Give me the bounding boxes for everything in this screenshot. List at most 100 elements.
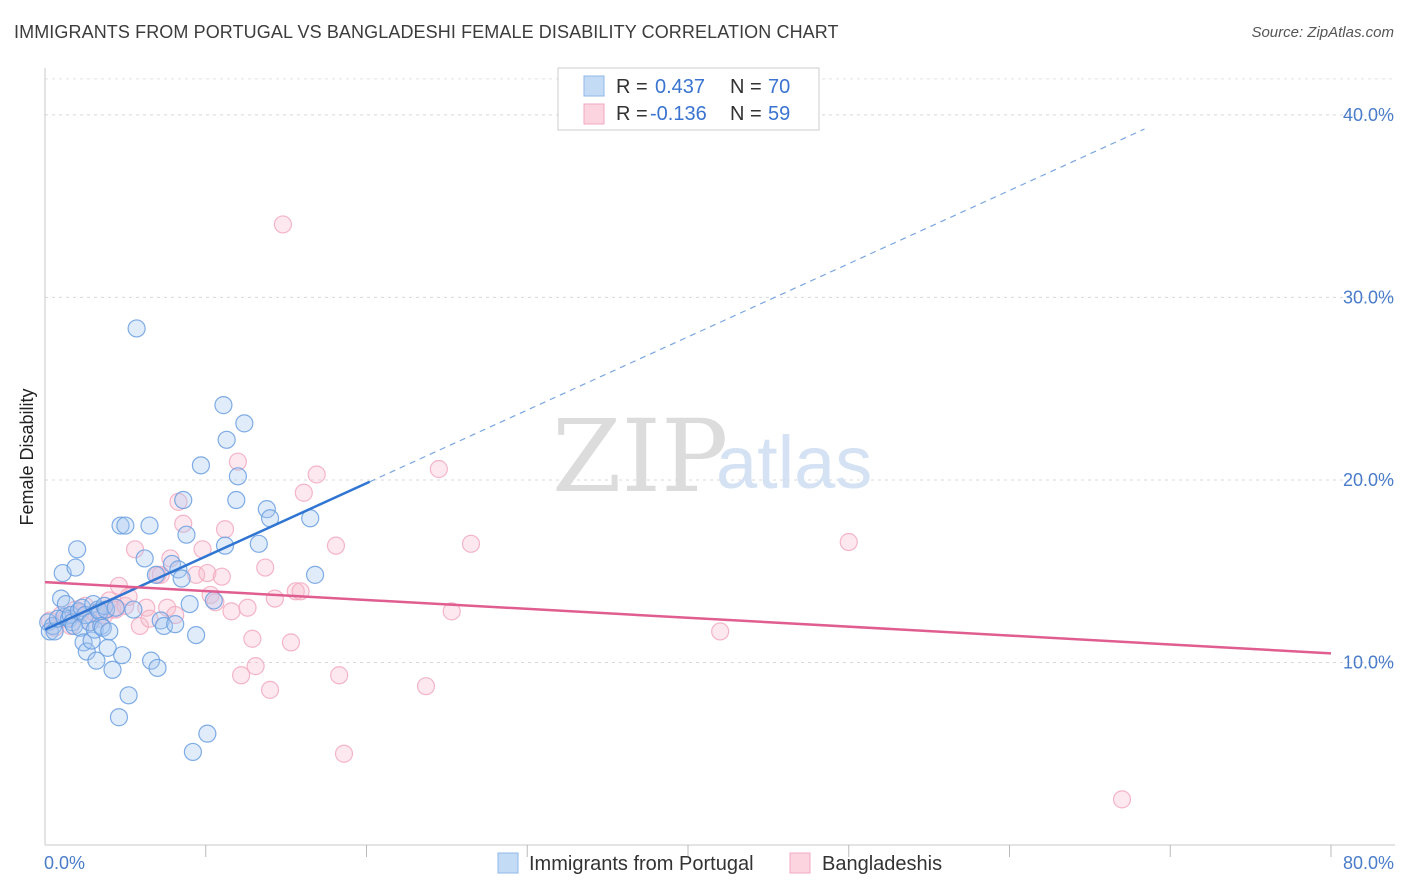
point-portugal xyxy=(228,467,247,486)
point-bangladeshis xyxy=(232,666,251,685)
point-portugal xyxy=(119,686,138,705)
y-tick-label: 20.0% xyxy=(1343,470,1394,490)
point-bangladeshis xyxy=(326,536,346,555)
trend-line-bangladeshis xyxy=(44,580,1332,655)
point-portugal xyxy=(103,660,122,679)
series-legend-label-portugal: Immigrants from Portugal xyxy=(529,853,754,875)
point-bangladeshis xyxy=(461,534,481,553)
series-portugal-points xyxy=(39,319,325,762)
trend-lines xyxy=(44,128,1332,655)
legend-r-label-bangladeshis: R = xyxy=(616,103,648,125)
y-tick-labels: 10.0% 20.0% 30.0% 40.0% xyxy=(1343,105,1394,673)
point-portugal xyxy=(82,631,101,650)
legend-r-value-bangladeshis: -0.136 xyxy=(650,103,707,125)
point-portugal xyxy=(77,642,96,661)
point-portugal xyxy=(116,516,135,535)
point-portugal xyxy=(51,589,71,608)
point-bangladeshis xyxy=(281,633,301,652)
point-bangladeshis xyxy=(307,465,326,484)
point-bangladeshis xyxy=(174,514,193,533)
series-legend: Immigrants from Portugal Bangladeshis xyxy=(497,852,942,875)
point-bangladeshis xyxy=(260,680,280,699)
trend-line-portugal-extension xyxy=(369,128,1145,483)
point-portugal xyxy=(100,622,119,641)
watermark-zip: ZIP xyxy=(552,398,728,515)
point-bangladeshis xyxy=(187,565,206,584)
point-bangladeshis xyxy=(228,452,247,471)
point-bangladeshis xyxy=(256,558,275,577)
point-bangladeshis xyxy=(246,657,265,676)
legend-n-value-bangladeshis: 59 xyxy=(768,103,790,125)
point-bangladeshis xyxy=(1112,790,1132,809)
y-axis-label: Female Disability xyxy=(17,388,37,525)
legend-swatch-bangladeshis xyxy=(583,103,605,125)
point-portugal xyxy=(177,525,196,544)
point-portugal xyxy=(174,490,193,510)
legend-r-value-portugal: 0.437 xyxy=(655,76,705,98)
y-tick-label: 40.0% xyxy=(1343,105,1394,125)
point-portugal xyxy=(40,622,59,641)
point-bangladeshis xyxy=(243,629,262,648)
point-bangladeshis xyxy=(130,616,149,636)
series-legend-swatch-portugal xyxy=(497,852,519,874)
point-bangladeshis xyxy=(416,677,436,696)
source-label: Source: ZipAtlas.com xyxy=(1251,24,1394,41)
point-portugal xyxy=(166,615,185,634)
point-portugal xyxy=(214,396,233,415)
stats-legend: R = 0.437 N = 70 R = -0.136 N = 59 xyxy=(557,67,820,131)
point-portugal xyxy=(68,540,87,559)
point-bangladeshis xyxy=(212,567,231,586)
legend-n-label-bangladeshis: N = xyxy=(730,103,762,125)
series-legend-swatch-bangladeshis xyxy=(789,852,811,874)
point-portugal xyxy=(249,534,268,553)
point-bangladeshis xyxy=(442,602,461,621)
point-portugal xyxy=(113,646,132,665)
legend-r-label-portugal: R = xyxy=(616,76,648,98)
point-portugal xyxy=(109,708,129,727)
point-portugal xyxy=(183,742,202,762)
point-bangladeshis xyxy=(711,622,730,641)
point-bangladeshis xyxy=(265,589,284,608)
point-bangladeshis xyxy=(294,483,313,502)
point-bangladeshis xyxy=(140,609,159,628)
y-tick-label: 30.0% xyxy=(1343,287,1394,307)
point-portugal xyxy=(204,591,223,610)
point-portugal xyxy=(172,569,191,588)
point-portugal xyxy=(140,516,159,535)
chart-title: IMMIGRANTS FROM PORTUGAL VS BANGLADESHI … xyxy=(14,22,839,42)
point-portugal xyxy=(148,658,167,678)
point-bangladeshis xyxy=(429,459,448,479)
point-bangladeshis xyxy=(222,602,241,621)
point-bangladeshis xyxy=(839,532,858,552)
point-portugal xyxy=(106,598,125,617)
point-portugal xyxy=(87,651,106,670)
point-bangladeshis xyxy=(330,666,349,685)
legend-n-value-portugal: 70 xyxy=(768,76,790,98)
legend-n-label-portugal: N = xyxy=(730,76,762,98)
point-portugal xyxy=(135,549,154,568)
point-portugal xyxy=(305,565,325,584)
series-legend-label-bangladeshis: Bangladeshis xyxy=(822,853,942,875)
point-portugal xyxy=(124,600,143,619)
point-portugal xyxy=(227,490,246,510)
x-tick-label-min: 0.0% xyxy=(44,853,85,873)
point-portugal xyxy=(187,625,206,645)
point-bangladeshis xyxy=(198,563,217,583)
point-bangladeshis xyxy=(238,598,257,617)
watermark-atlas: atlas xyxy=(716,421,872,504)
point-portugal xyxy=(141,651,161,670)
x-tick-label-max: 80.0% xyxy=(1343,853,1394,873)
point-portugal xyxy=(235,414,254,433)
point-bangladeshis xyxy=(334,744,354,763)
point-portugal xyxy=(127,319,146,338)
grid-lines xyxy=(45,78,1395,663)
y-tick-label: 10.0% xyxy=(1343,652,1394,672)
x-ticks xyxy=(205,845,1332,857)
point-portugal xyxy=(66,558,85,577)
point-bangladeshis xyxy=(273,215,293,234)
point-bangladeshis xyxy=(125,540,145,559)
point-portugal xyxy=(180,594,199,614)
trend-line-portugal xyxy=(44,480,371,631)
point-portugal xyxy=(111,516,130,535)
